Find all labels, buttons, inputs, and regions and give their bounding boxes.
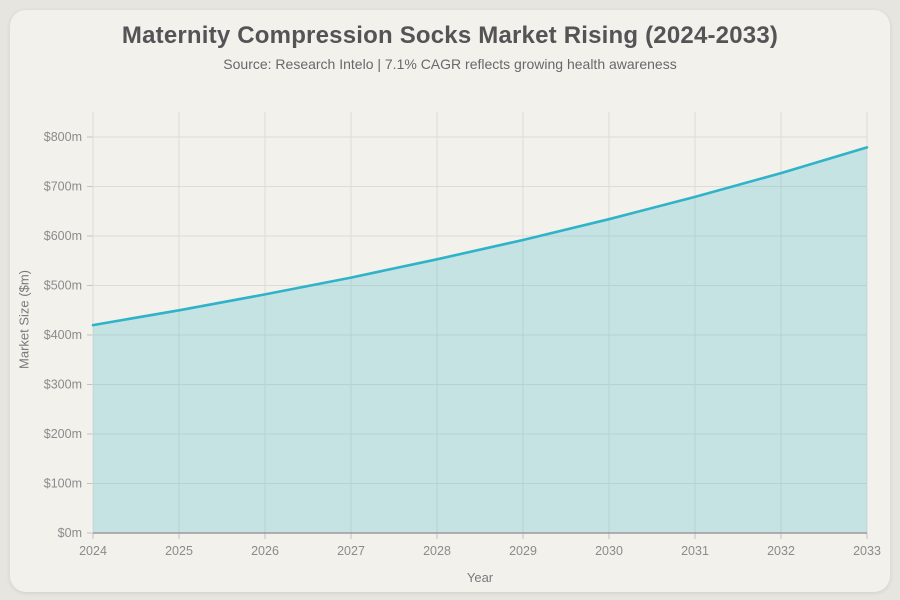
x-tick-label: 2025 [165, 544, 193, 558]
x-tick-label: 2033 [853, 544, 881, 558]
x-tick-label: 2032 [767, 544, 795, 558]
y-tick-label: $500m [44, 279, 82, 293]
y-tick-label: $200m [44, 427, 82, 441]
chart-card [10, 10, 890, 592]
x-tick-label: 2030 [595, 544, 623, 558]
x-tick-label: 2026 [251, 544, 279, 558]
y-tick-label: $400m [44, 328, 82, 342]
y-axis-title: Market Size ($m) [16, 270, 32, 369]
y-tick-label: $600m [44, 229, 82, 243]
x-tick-label: 2029 [509, 544, 537, 558]
x-tick-label: 2031 [681, 544, 709, 558]
y-tick-label: $300m [44, 378, 82, 392]
y-tick-label: $800m [44, 130, 82, 144]
x-tick-label: 2024 [79, 544, 107, 558]
y-tick-label: $100m [44, 477, 82, 491]
trend-line [91, 146, 869, 327]
area-fill [93, 147, 867, 533]
x-tick-label: 2028 [423, 544, 451, 558]
chart-subtitle: Source: Research Intelo | 7.1% CAGR refl… [223, 56, 677, 72]
y-tick-label: $0m [58, 526, 82, 540]
x-axis-title: Year [466, 570, 494, 585]
chart-title: Maternity Compression Socks Market Risin… [121, 22, 779, 49]
y-tick-label: $700m [44, 180, 82, 194]
x-tick-label: 2027 [337, 544, 365, 558]
